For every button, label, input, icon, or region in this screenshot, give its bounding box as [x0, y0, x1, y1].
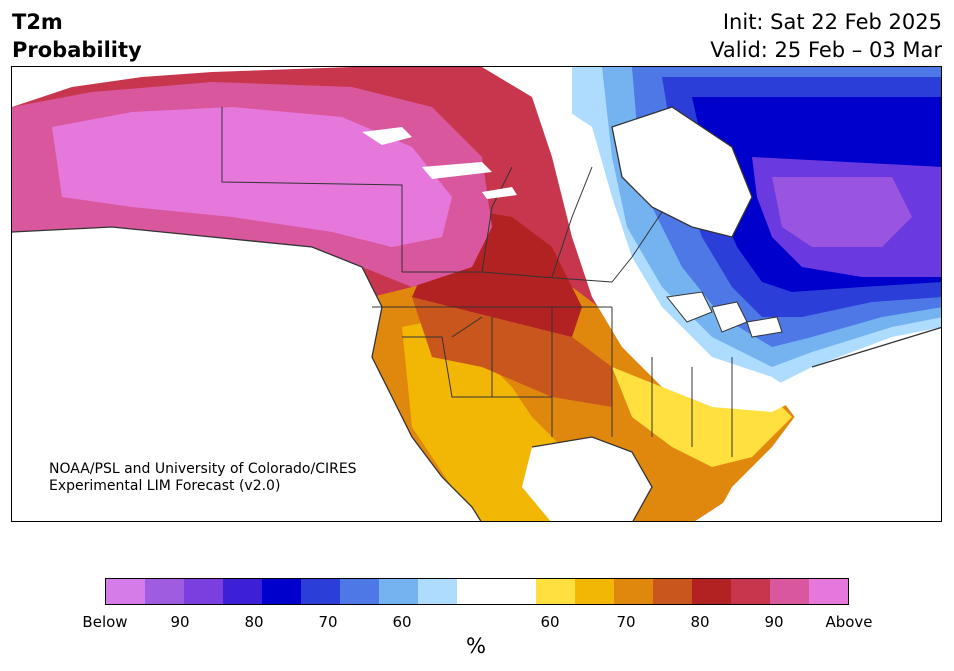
credit-line-1: NOAA/PSL and University of Colorado/CIRE…	[49, 461, 357, 477]
warm-region-light-yellow	[612, 367, 792, 467]
valid-range: Valid: 25 Feb – 03 Mar	[710, 38, 942, 62]
neutral-band	[557, 107, 802, 412]
credit-line-2: Experimental LIM Forecast (v2.0)	[49, 478, 281, 494]
colorbar-segment	[379, 579, 419, 604]
colorbar-segment	[652, 579, 692, 604]
colorbar-segment	[613, 579, 653, 604]
above-70-band	[412, 297, 612, 407]
colorbar-segment	[808, 579, 848, 604]
colorbar-segment	[223, 579, 263, 604]
colorbar-segment	[535, 579, 575, 604]
colorbar-tick-label: 60	[540, 613, 560, 631]
colorbar-tick-label: 80	[244, 613, 264, 631]
canadian-lakes	[362, 127, 517, 199]
gulf-of-mexico	[522, 437, 652, 521]
hudson-bay	[612, 107, 752, 237]
colorbar-segment	[730, 579, 770, 604]
colorbar-tick-label: 90	[170, 613, 190, 631]
colorbar-tick-label: Below	[82, 613, 128, 631]
colorbar-ticks: Below 90 80 70 60 60 70 80 90 Above	[0, 613, 954, 633]
colorbar-unit: %	[466, 634, 486, 658]
colorbar-segment	[184, 579, 224, 604]
init-date: Init: Sat 22 Feb 2025	[722, 10, 942, 34]
chart-title-right: Init: Sat 22 Feb 2025 Valid: 25 Feb – 03…	[710, 8, 942, 64]
forecast-credit: NOAA/PSL and University of Colorado/CIRE…	[49, 461, 357, 495]
colorbar-segment	[574, 579, 614, 604]
chart-title-left: T2m Probability	[12, 8, 142, 64]
forecast-map	[11, 66, 942, 522]
coastlines	[12, 106, 941, 521]
colorbar-segment	[301, 579, 341, 604]
colorbar-segment	[340, 579, 380, 604]
political-borders	[221, 107, 733, 457]
colorbar-segment	[457, 579, 497, 604]
map-canvas	[12, 67, 941, 521]
colorbar-segment	[262, 579, 302, 604]
colorbar-segment	[106, 579, 146, 604]
title-variable: T2m	[12, 10, 63, 34]
pacific-ocean	[12, 227, 481, 521]
colorbar-tick-label: 60	[392, 613, 412, 631]
colorbar-tick-label: 80	[690, 613, 710, 631]
great-lakes	[666, 291, 783, 338]
colorbar-tick-label: 70	[616, 613, 636, 631]
colorbar-segment	[769, 579, 809, 604]
colorbar-tick-label: 90	[764, 613, 784, 631]
colorbar-segment	[418, 579, 458, 604]
colorbar-segment	[496, 579, 536, 604]
title-type: Probability	[12, 38, 142, 62]
cold-region-purple	[772, 177, 912, 247]
colorbar-segment	[145, 579, 185, 604]
colorbar-segment	[691, 579, 731, 604]
colorbar-tick-label: 70	[318, 613, 338, 631]
colorbar	[105, 578, 849, 605]
atlantic-ocean	[713, 327, 941, 521]
colorbar-tick-label: Above	[825, 613, 873, 631]
alaska-above	[52, 107, 452, 247]
